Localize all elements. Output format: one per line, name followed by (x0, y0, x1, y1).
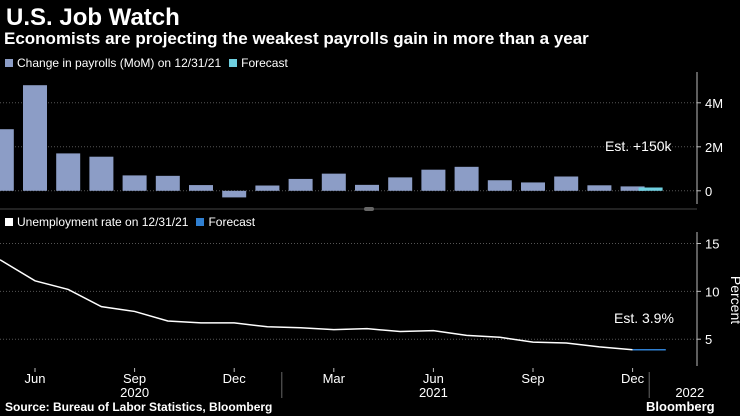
bloomberg-logo: Bloomberg (646, 399, 715, 414)
payroll-bar (0, 129, 14, 191)
x-tick-label: Dec (621, 371, 645, 386)
payrolls-annotation: Est. +150k (605, 138, 673, 154)
x-tick-label: Dec (223, 371, 247, 386)
x-tick-label: Sep (521, 371, 544, 386)
legend-label-unemployment: Unemployment rate on 12/31/21 (17, 215, 189, 229)
legend-item-payrolls-forecast: Forecast (229, 56, 288, 70)
legend-swatch-payrolls (5, 59, 13, 67)
payroll-bar (155, 175, 180, 191)
legend-item-unemployment: Unemployment rate on 12/31/21 (5, 215, 188, 229)
payroll-bar (454, 166, 479, 191)
x-year-label: 2022 (675, 385, 704, 400)
legend-label-payrolls: Change in payrolls (MoM) on 12/31/21 (17, 56, 222, 70)
payroll-bar (521, 182, 545, 191)
payroll-bar (321, 173, 346, 191)
payroll-bar (388, 177, 413, 191)
legend-item-unemployment-forecast: Forecast (196, 215, 255, 229)
payroll-bar (255, 185, 280, 191)
x-tick-label: Sep (123, 371, 146, 386)
payrolls-ytick-label: 2M (705, 140, 723, 155)
legend-item-payrolls: Change in payrolls (MoM) on 12/31/21 (5, 56, 221, 70)
legend-label-forecast: Forecast (241, 56, 288, 70)
x-year-label: 2021 (419, 385, 448, 400)
payroll-bar (587, 185, 612, 191)
payroll-bar (23, 85, 47, 191)
legend-label-unemployment-forecast: Forecast (208, 215, 256, 229)
payroll-bar (222, 190, 247, 198)
x-tick-label: Jun (423, 371, 444, 386)
x-tick-label: Jun (25, 371, 46, 386)
x-tick-label: Mar (323, 371, 346, 386)
unemployment-ytick-label: 15 (705, 236, 719, 251)
legend-swatch-unemployment-forecast (196, 218, 205, 226)
payroll-bar (288, 178, 313, 191)
payrolls-legend: Change in payrolls (MoM) on 12/31/21 For… (5, 56, 296, 70)
legend-swatch-forecast (229, 59, 238, 67)
payrolls-unemployment-chart: 0 2M 4M Est. +150k 5 10 15 Est. 3.9% Percent Jun S… (0, 72, 740, 400)
source-note: Source: Bureau of Labor Statistics, Bloo… (5, 400, 273, 414)
unemployment-ytick-label: 5 (705, 332, 712, 347)
payroll-bar (554, 176, 579, 191)
payroll-bar (189, 185, 213, 191)
payroll-bar (89, 156, 114, 191)
payroll-bar (421, 169, 446, 191)
payroll-bar (620, 186, 645, 191)
payroll-bar (355, 184, 379, 191)
unemployment-legend: Unemployment rate on 12/31/21 Forecast (5, 215, 263, 229)
unemployment-line (0, 259, 633, 351)
legend-swatch-unemployment (5, 218, 13, 226)
unemployment-ytick-label: 10 (705, 284, 719, 299)
chart-title: U.S. Job Watch (6, 4, 180, 31)
payroll-bar (56, 153, 81, 191)
payrolls-ytick-label: 4M (705, 96, 723, 111)
panel-divider-handle (364, 207, 374, 211)
payrolls-ytick-label: 0 (705, 184, 712, 199)
unemployment-annotation: Est. 3.9% (614, 310, 674, 326)
payroll-forecast-bar (638, 187, 663, 191)
unemployment-ylabel: Percent (728, 276, 740, 324)
chart-subtitle: Economists are projecting the weakest pa… (4, 29, 589, 48)
payroll-bar (122, 175, 147, 191)
x-year-label: 2020 (120, 385, 149, 400)
payroll-bar (487, 180, 512, 191)
